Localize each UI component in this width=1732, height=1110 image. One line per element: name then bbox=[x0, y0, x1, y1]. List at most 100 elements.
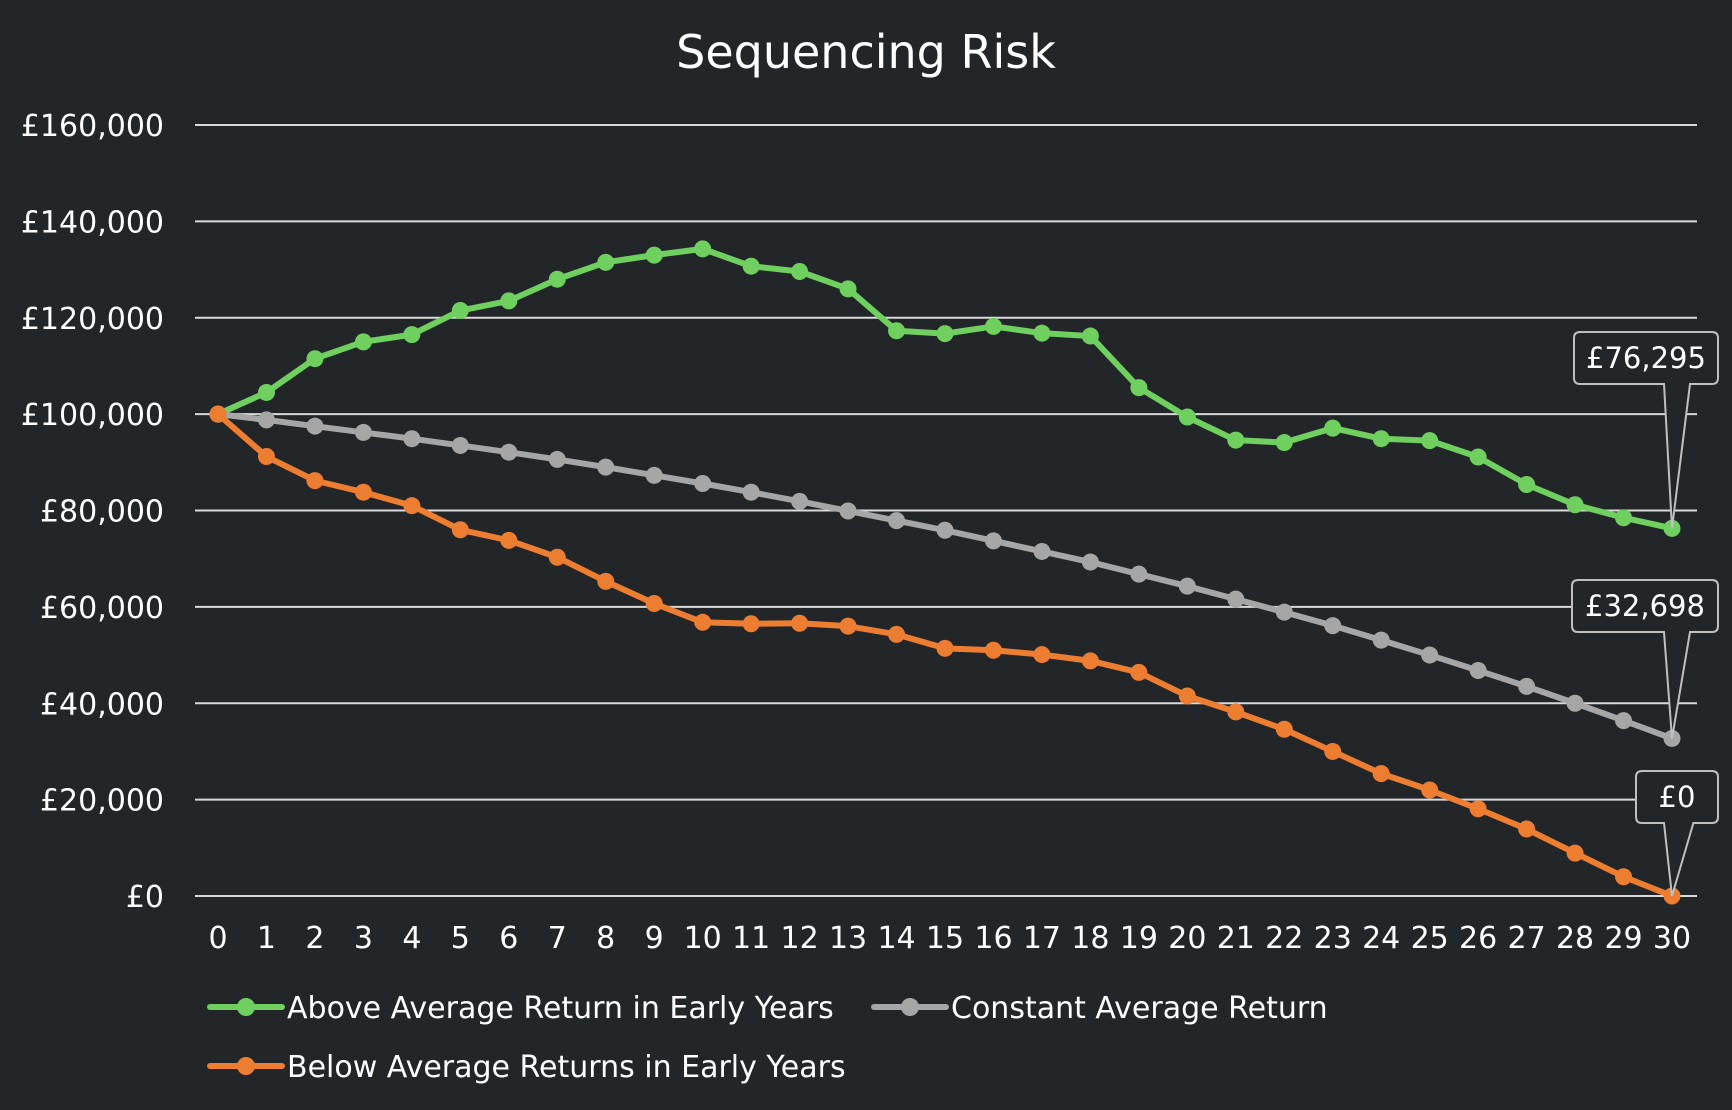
data-point bbox=[645, 466, 663, 484]
callout-label: £76,295 bbox=[1586, 341, 1706, 375]
data-point bbox=[1033, 324, 1051, 342]
data-point bbox=[1081, 652, 1099, 670]
x-tick-label: 18 bbox=[1071, 921, 1109, 956]
data-point bbox=[354, 333, 372, 351]
x-tick-label: 4 bbox=[402, 921, 421, 956]
callout-label: £32,698 bbox=[1585, 589, 1705, 623]
data-point bbox=[257, 383, 275, 401]
data-point bbox=[1081, 553, 1099, 571]
data-point bbox=[500, 531, 518, 549]
data-point bbox=[1324, 617, 1342, 635]
data-point bbox=[1421, 432, 1439, 450]
data-point bbox=[694, 613, 712, 631]
x-tick-label: 11 bbox=[732, 921, 770, 956]
data-point bbox=[791, 614, 809, 632]
data-point bbox=[1178, 687, 1196, 705]
data-point bbox=[645, 595, 663, 613]
data-point bbox=[597, 458, 615, 476]
data-point bbox=[500, 443, 518, 461]
y-tick-label: £120,000 bbox=[21, 302, 164, 337]
callout-box bbox=[1571, 579, 1719, 739]
data-point bbox=[888, 322, 906, 340]
data-point bbox=[1469, 448, 1487, 466]
data-point bbox=[1615, 868, 1633, 886]
x-tick-label: 27 bbox=[1508, 921, 1546, 956]
callout-box bbox=[1635, 770, 1719, 897]
data-point bbox=[1615, 712, 1633, 730]
data-callouts: £76,295 £32,698 £0 bbox=[1571, 331, 1719, 897]
x-tick-label: 20 bbox=[1168, 921, 1206, 956]
x-tick-label: 25 bbox=[1411, 921, 1449, 956]
x-tick-label: 6 bbox=[499, 921, 518, 956]
data-point bbox=[1518, 475, 1536, 493]
data-point bbox=[936, 639, 954, 657]
x-tick-label: 1 bbox=[257, 921, 276, 956]
data-point bbox=[1566, 496, 1584, 514]
x-tick-label: 28 bbox=[1556, 921, 1594, 956]
x-tick-label: 8 bbox=[596, 921, 615, 956]
legend-swatch-marker bbox=[237, 1057, 255, 1075]
data-point bbox=[1227, 431, 1245, 449]
data-point bbox=[839, 502, 857, 520]
x-tick-label: 9 bbox=[645, 921, 664, 956]
data-point bbox=[548, 270, 566, 288]
y-tick-label: £60,000 bbox=[40, 591, 164, 626]
data-point bbox=[839, 617, 857, 635]
data-point bbox=[984, 641, 1002, 659]
data-point bbox=[597, 572, 615, 590]
x-tick-label: 30 bbox=[1653, 921, 1691, 956]
data-point bbox=[1227, 703, 1245, 721]
data-point bbox=[742, 257, 760, 275]
data-point bbox=[1372, 631, 1390, 649]
data-point bbox=[257, 448, 275, 466]
legend-label: Constant Average Return bbox=[951, 991, 1328, 1026]
data-point bbox=[354, 483, 372, 501]
y-tick-label: £140,000 bbox=[21, 205, 164, 240]
x-tick-label: 21 bbox=[1217, 921, 1255, 956]
data-point bbox=[936, 521, 954, 539]
data-point bbox=[984, 317, 1002, 335]
legend-label: Below Average Returns in Early Years bbox=[287, 1050, 846, 1085]
x-axis-ticks: 0 1 2 3 4 5 6 7 8 9 10 11 12 13 14 15 16 17 18 19 20 21 22 23 24… bbox=[208, 921, 1691, 956]
data-point bbox=[403, 326, 421, 344]
data-point bbox=[1324, 742, 1342, 760]
data-point bbox=[1130, 565, 1148, 583]
data-point bbox=[1130, 379, 1148, 397]
data-point bbox=[645, 246, 663, 264]
x-tick-label: 13 bbox=[829, 921, 867, 956]
data-point bbox=[1615, 509, 1633, 527]
data-point bbox=[548, 450, 566, 468]
data-point bbox=[888, 625, 906, 643]
x-tick-label: 23 bbox=[1314, 921, 1352, 956]
legend: Above Average Return in Early Years Const… bbox=[207, 991, 1328, 1085]
data-point bbox=[984, 532, 1002, 550]
data-point bbox=[1275, 434, 1293, 452]
data-point bbox=[500, 292, 518, 310]
x-tick-label: 2 bbox=[305, 921, 324, 956]
x-tick-label: 15 bbox=[926, 921, 964, 956]
data-point bbox=[694, 475, 712, 493]
data-point bbox=[888, 512, 906, 530]
data-point bbox=[1275, 720, 1293, 738]
x-tick-label: 19 bbox=[1120, 921, 1158, 956]
callout-box bbox=[1573, 331, 1719, 529]
data-point bbox=[1130, 663, 1148, 681]
x-tick-label: 16 bbox=[974, 921, 1012, 956]
x-tick-label: 7 bbox=[548, 921, 567, 956]
y-axis-ticks: £0 £20,000 £40,000 £60,000 £80,000 £100,000 £1… bbox=[21, 109, 164, 915]
gridlines bbox=[195, 124, 1697, 897]
data-point bbox=[1324, 419, 1342, 437]
data-point bbox=[1421, 781, 1439, 799]
x-tick-label: 14 bbox=[877, 921, 915, 956]
legend-label: Above Average Return in Early Years bbox=[287, 991, 834, 1026]
data-point bbox=[1178, 408, 1196, 426]
data-point bbox=[1518, 820, 1536, 838]
x-tick-label: 3 bbox=[354, 921, 373, 956]
data-point bbox=[451, 436, 469, 454]
data-point bbox=[548, 548, 566, 566]
x-tick-label: 12 bbox=[781, 921, 819, 956]
x-tick-label: 22 bbox=[1265, 921, 1303, 956]
data-point bbox=[1469, 800, 1487, 818]
